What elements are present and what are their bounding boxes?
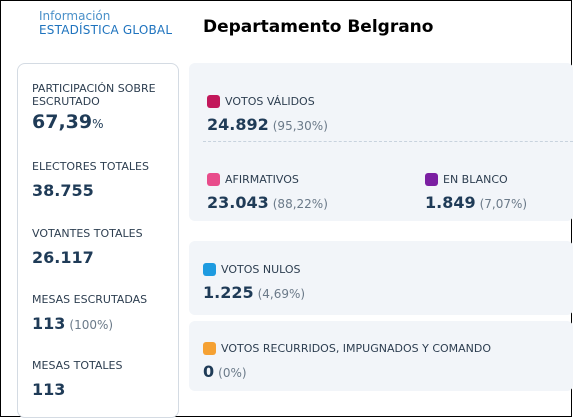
stat-label: MESAS TOTALES	[32, 359, 123, 372]
en-blanco-value: 1.849	[425, 193, 476, 212]
item-value: 1.849 (7,07%)	[425, 193, 527, 212]
stat-mesas-escrutadas: MESAS ESCRUTADAS 113 (100%)	[32, 293, 147, 333]
brand-bottom-text: ESTADÍSTICA GLOBAL	[39, 23, 173, 37]
mesas-escrutadas-pct: (100%)	[69, 318, 114, 332]
stat-value: 113 (100%)	[32, 314, 147, 333]
afirmativos-item: AFIRMATIVOS 23.043 (88,22%)	[207, 169, 328, 212]
votos-validos-value: 24.892	[207, 115, 269, 134]
participacion-unit: %	[92, 117, 104, 131]
stat-value: 26.117	[32, 248, 94, 267]
stat-label: ELECTORES TOTALES	[32, 160, 149, 173]
stat-mesas-totales: MESAS TOTALES 113	[32, 359, 122, 399]
votos-recurridos-pct: (0%)	[218, 366, 247, 380]
votos-validos-panel: VOTOS VÁLIDOS 24.892 (95,30%) AFIRMATIVOS…	[189, 63, 573, 221]
votos-validos-item: VOTOS VÁLIDOS 24.892 (95,30%)	[207, 91, 328, 134]
item-value: 24.892 (95,30%)	[207, 115, 328, 134]
en-blanco-pct: (7,07%)	[479, 197, 528, 211]
votos-recurridos-value: 0	[203, 362, 215, 381]
stat-label: PARTICIPACIÓN SOBRE ESCRUTADO	[32, 82, 156, 108]
afirmativos-swatch	[207, 173, 220, 186]
participacion-value: 67,39	[32, 111, 93, 133]
votos-recurridos-panel: VOTOS RECURRIDOS, IMPUGNADOS Y COMANDO 0…	[189, 321, 573, 391]
item-label: VOTOS NULOS	[221, 263, 301, 276]
stat-value: 113	[32, 380, 66, 399]
votos-recurridos-swatch	[203, 342, 216, 355]
en-blanco-item: EN BLANCO 1.849 (7,07%)	[425, 169, 527, 212]
votos-nulos-panel: VOTOS NULOS 1.225 (4,69%)	[189, 241, 573, 315]
votos-nulos-item: VOTOS NULOS 1.225 (4,69%)	[203, 259, 305, 302]
votos-recurridos-item: VOTOS RECURRIDOS, IMPUGNADOS Y COMANDO 0…	[203, 338, 491, 381]
stat-votantes: VOTANTES TOTALES 26.117	[32, 227, 143, 267]
en-blanco-swatch	[425, 173, 438, 186]
mesas-escrutadas-value: 113	[32, 314, 66, 333]
stats-card: PARTICIPACIÓN SOBRE ESCRUTADO 67,39% ELE…	[17, 63, 179, 418]
votos-validos-swatch	[207, 95, 220, 108]
afirmativos-pct: (88,22%)	[272, 197, 328, 211]
stat-label: VOTANTES TOTALES	[32, 227, 143, 240]
stat-label: MESAS ESCRUTADAS	[32, 293, 148, 306]
item-value: 0 (0%)	[203, 362, 491, 381]
item-label: AFIRMATIVOS	[225, 173, 299, 186]
stat-participacion: PARTICIPACIÓN SOBRE ESCRUTADO 67,39%	[32, 82, 162, 133]
item-label: EN BLANCO	[443, 173, 508, 186]
votos-validos-pct: (95,30%)	[272, 119, 328, 133]
item-label: VOTOS VÁLIDOS	[225, 95, 315, 108]
item-value: 1.225 (4,69%)	[203, 283, 305, 302]
brand-top-text: Información	[39, 9, 111, 23]
votos-nulos-pct: (4,69%)	[257, 287, 306, 301]
item-label: VOTOS RECURRIDOS, IMPUGNADOS Y COMANDO	[221, 342, 492, 355]
votos-nulos-swatch	[203, 263, 216, 276]
afirmativos-value: 23.043	[207, 193, 269, 212]
item-value: 23.043 (88,22%)	[207, 193, 328, 212]
stat-value: 38.755	[32, 181, 94, 200]
votos-nulos-value: 1.225	[203, 283, 254, 302]
divider	[203, 141, 573, 142]
stat-value: 67,39%	[32, 111, 162, 133]
page-title: Departamento Belgrano	[203, 17, 434, 37]
brand-logo: Información ESTADÍSTICA GLOBAL	[39, 9, 172, 37]
stat-electores: ELECTORES TOTALES 38.755	[32, 160, 149, 200]
